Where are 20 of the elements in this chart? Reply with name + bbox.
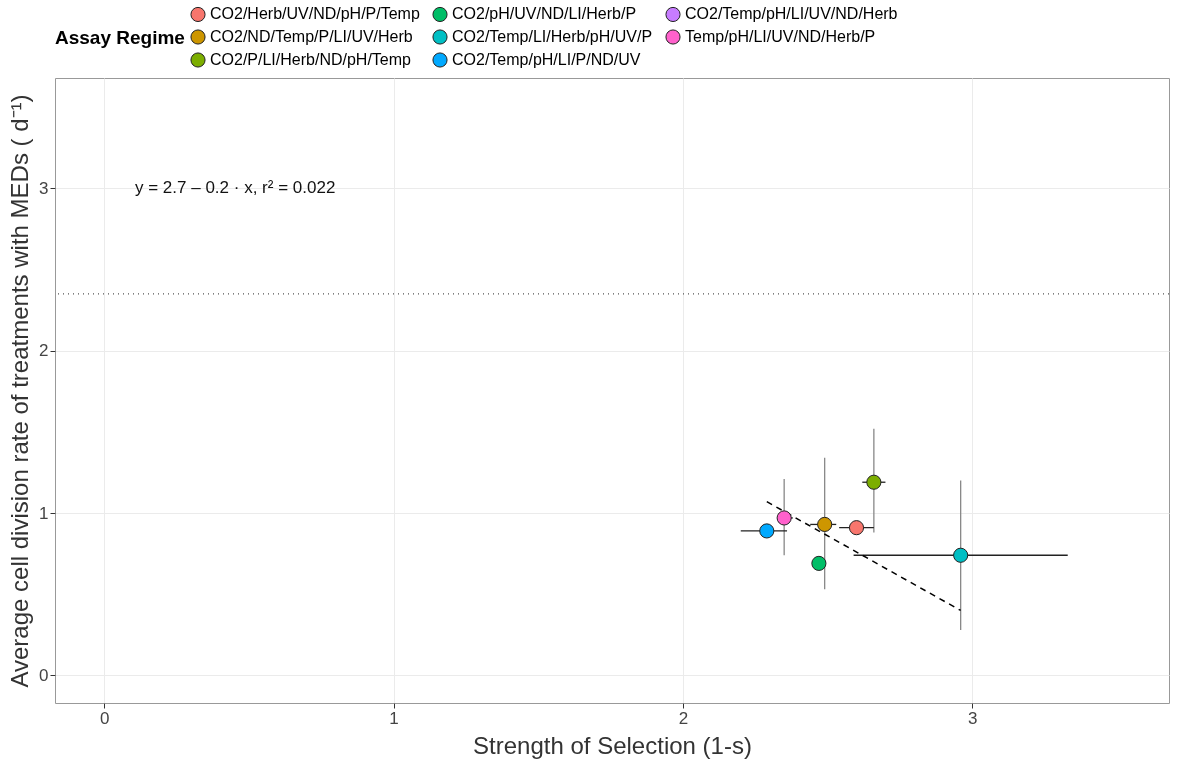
legend-label: CO2/ND/Temp/P/LI/UV/Herb [210,28,413,45]
y-axis-title: Average cell division rate of treatments with MEDs ( d⁻¹) [6,94,34,688]
y-tick-label: 0 [39,665,49,685]
legend-label: CO2/Temp/pH/LI/P/ND/UV [452,51,641,68]
x-tick-label: 0 [99,708,110,728]
x-tick-label: 3 [968,708,978,728]
y-tick-label: 1 [39,503,49,523]
x-axis-title: Strength of Selection (1-s) [473,731,752,759]
y-tick-label: 3 [39,178,49,198]
y-tick-label: 2 [39,341,49,361]
legend-label: CO2/Temp/pH/LI/UV/ND/Herb [685,5,898,23]
x-tick-label: 2 [678,708,689,728]
legend-label: CO2/Herb/UV/ND/pH/P/Temp [210,5,420,23]
legend-label: CO2/Temp/LI/Herb/pH/UV/P [452,28,653,45]
x-tick-label: 1 [389,708,399,728]
annotation: y = 2.7 – 0.2 · x, r² = 0.022 [135,178,336,197]
legend-label: Temp/pH/LI/UV/ND/Herb/P [685,28,876,45]
legend-title: Assay Regime [55,27,185,48]
legend-label: CO2/pH/UV/ND/LI/Herb/P [452,5,637,23]
legend-label: CO2/P/LI/Herb/ND/pH/Temp [210,51,412,68]
